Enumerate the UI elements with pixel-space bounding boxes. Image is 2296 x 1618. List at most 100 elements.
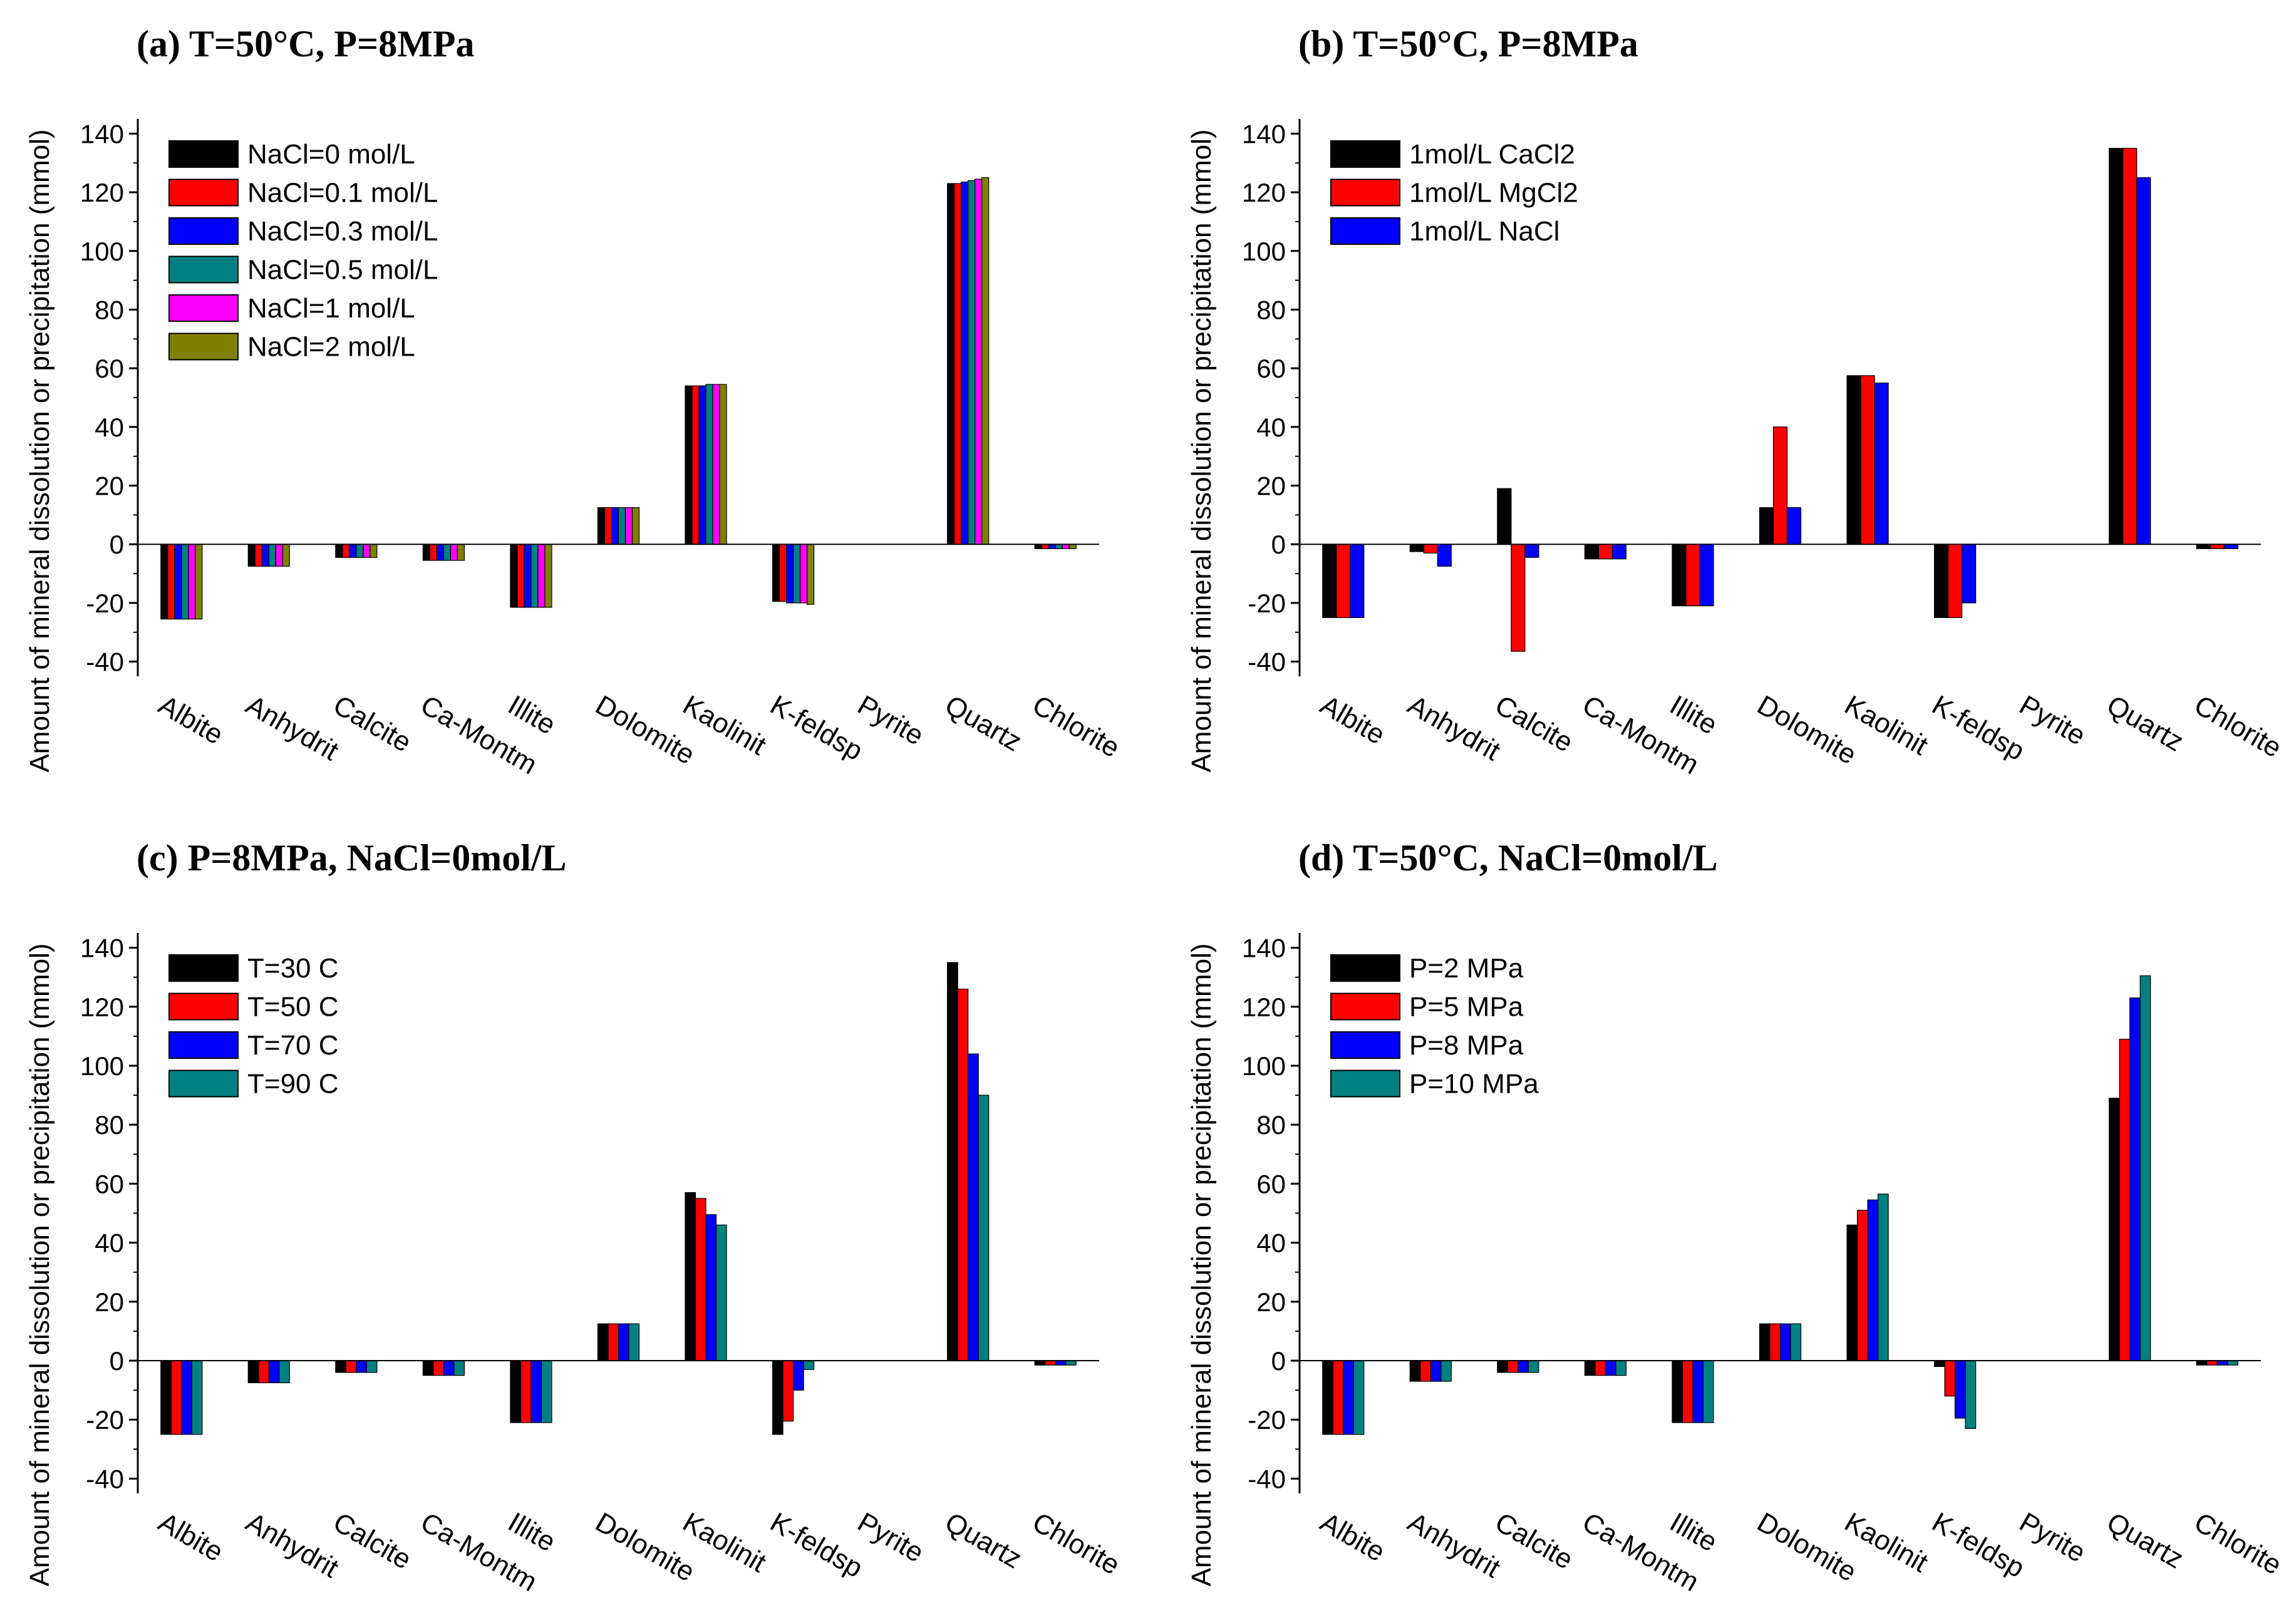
bar-anhydrit-series-2 [254, 544, 262, 567]
bar-ca-montm-series-2 [429, 544, 438, 561]
y-tick-label: 60 [1256, 1169, 1286, 1198]
bar-illite-series-5 [537, 544, 546, 608]
y-tick-label: -40 [1248, 647, 1286, 677]
bar-chlorite-series-3 [2223, 544, 2238, 549]
bar-k-feldsp-series-2 [1944, 1360, 1956, 1397]
bar-calcite-series-4 [1528, 1360, 1539, 1373]
y-tick-label: 140 [1242, 934, 1286, 963]
legend-label: NaCl=0 mol/L [247, 139, 415, 170]
legend-swatch [168, 294, 239, 322]
legend: P=2 MPa P=5 MPa P=8 MPa P=10 MPa [1330, 953, 1539, 1100]
bar-k-feldsp-series-1 [772, 1360, 783, 1435]
y-tick-label: -40 [86, 1464, 124, 1493]
bar-calcite-series-2 [1507, 1360, 1519, 1373]
bar-ca-montm-series-4 [1615, 1360, 1627, 1376]
bar-kaolinit-series-1 [685, 385, 693, 545]
x-tick-label: Dolomite [591, 1507, 700, 1587]
bar-albite-series-5 [188, 544, 196, 620]
bar-quartz-series-2 [2119, 1038, 2131, 1361]
bar-illite-series-2 [1682, 1360, 1694, 1423]
y-tick-label: 40 [95, 413, 124, 442]
y-tick-label: -20 [86, 589, 124, 618]
bar-chlorite-series-5 [1062, 544, 1070, 549]
bar-illite-series-3 [1692, 1360, 1704, 1423]
bar-chlorite-series-4 [2227, 1360, 2238, 1366]
y-tick-label: 40 [1256, 1229, 1286, 1258]
bar-anhydrit-series-3 [268, 1360, 280, 1383]
bar-anhydrit-series-4 [1440, 1360, 1452, 1382]
x-tick-label: K-feldsp [1927, 1507, 2030, 1584]
bar-anhydrit-series-3 [1437, 544, 1452, 567]
panel-a: (a) T=50°C, P=8MPa Amount of mineral diss… [24, 23, 1125, 780]
x-tick-label: Anhydrit [240, 689, 343, 766]
legend-label: T=50 C [247, 992, 339, 1023]
bar-ca-montm-series-1 [1584, 1360, 1596, 1376]
y-tick-label: 120 [1242, 178, 1286, 207]
bar-kaolinit-series-1 [1846, 375, 1861, 545]
bar-anhydrit-series-3 [261, 544, 269, 567]
legend-swatch [168, 255, 239, 284]
x-tick-label: Dolomite [1752, 1507, 1862, 1587]
bar-quartz-series-2 [954, 183, 962, 545]
bar-chlorite-series-2 [2206, 1360, 2218, 1366]
bar-anhydrit-series-4 [268, 544, 276, 567]
x-tick-label: Albite [1315, 689, 1390, 750]
bar-albite-series-2 [167, 544, 175, 620]
bar-dolomite-series-2 [1772, 426, 1788, 545]
bar-calcite-series-2 [1511, 544, 1526, 652]
x-tick-label: Anhydrit [1402, 1507, 1505, 1584]
y-tick-label: -20 [86, 1405, 124, 1435]
bar-calcite-series-1 [1497, 488, 1512, 545]
legend-label: 1mol/L CaCl2 [1409, 139, 1575, 170]
bar-anhydrit-series-6 [282, 544, 290, 567]
bar-albite-series-3 [174, 544, 182, 620]
x-tick-label: Calcite [1490, 689, 1578, 758]
y-tick-label: 60 [95, 354, 124, 383]
bar-anhydrit-series-2 [1420, 1360, 1431, 1382]
bar-calcite-series-1 [335, 1360, 346, 1373]
bar-calcite-series-4 [366, 1360, 378, 1373]
bar-albite-series-1 [1322, 1360, 1333, 1435]
bar-anhydrit-series-5 [275, 544, 283, 567]
bar-chlorite-series-2 [1045, 1360, 1056, 1366]
bar-chlorite-series-1 [1034, 1360, 1046, 1366]
bar-quartz-series-2 [957, 988, 969, 1361]
y-tick-label: -20 [1248, 589, 1286, 618]
legend-swatch [1330, 178, 1400, 207]
bar-illite-series-3 [524, 544, 532, 608]
y-tick-label: 40 [95, 1229, 124, 1258]
bar-ca-montm-series-3 [1605, 1360, 1616, 1376]
y-tick-label: 140 [1242, 119, 1286, 148]
bar-kaolinit-series-4 [705, 384, 713, 545]
legend: T=30 C T=50 C T=70 C T=90 C [168, 953, 339, 1100]
x-tick-label: Quartz [940, 1507, 1027, 1574]
bar-k-feldsp-series-2 [778, 544, 787, 602]
bar-calcite-series-3 [349, 544, 357, 558]
bar-ca-montm-series-1 [422, 1360, 434, 1376]
bar-quartz-series-3 [968, 1053, 979, 1361]
bar-albite-series-3 [1343, 1360, 1354, 1435]
bar-dolomite-series-1 [597, 507, 606, 545]
panel-title: (c) P=8MPa, NaCl=0mol/L [137, 837, 567, 879]
bar-ca-montm-series-2 [433, 1360, 445, 1376]
x-tick-label: Quartz [940, 689, 1027, 757]
y-axis-label: Amount of mineral dissolution or precipi… [1186, 129, 1217, 772]
bar-calcite-series-3 [1524, 544, 1539, 558]
bar-anhydrit-series-1 [247, 1360, 259, 1383]
bar-k-feldsp-series-2 [782, 1360, 794, 1422]
legend-label: T=30 C [247, 953, 339, 984]
bar-kaolinit-series-2 [1856, 1210, 1868, 1361]
y-tick-label: 120 [1242, 992, 1286, 1022]
x-tick-label: Chlorite [1027, 689, 1125, 763]
legend-swatch [168, 332, 239, 361]
y-tick-label: -20 [1248, 1405, 1286, 1435]
bar-albite-series-4 [181, 544, 189, 620]
x-tick-label: Calcite [328, 1507, 416, 1575]
bar-kaolinit-series-4 [715, 1224, 727, 1361]
bar-chlorite-series-2 [1041, 544, 1049, 549]
bar-chlorite-series-1 [1034, 544, 1042, 549]
bar-kaolinit-series-3 [1874, 382, 1889, 545]
bar-kaolinit-series-2 [1860, 375, 1875, 545]
y-tick-label: 80 [95, 1110, 124, 1140]
bar-k-feldsp-series-1 [1933, 1360, 1945, 1368]
